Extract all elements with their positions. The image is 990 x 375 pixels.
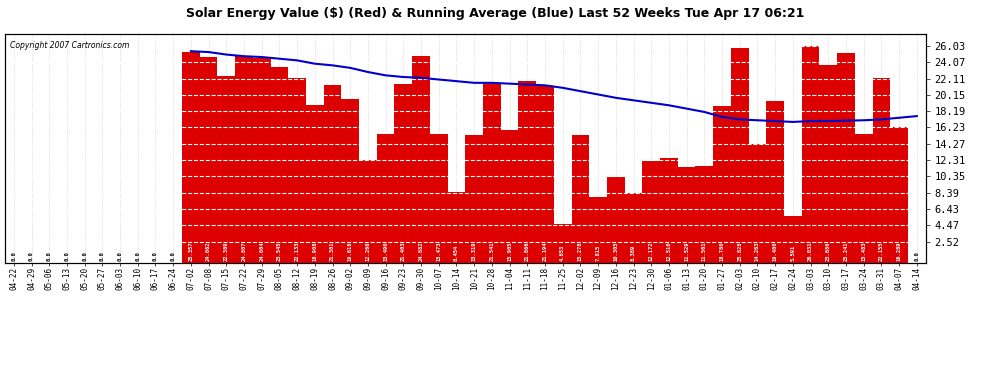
Text: 0.0: 0.0 (82, 251, 87, 261)
Bar (660, 159, 678, 262)
Bar (784, 216, 802, 262)
Bar (748, 144, 766, 262)
Text: 18.908: 18.908 (312, 242, 318, 261)
Bar (890, 127, 908, 262)
Bar (838, 53, 854, 262)
Bar (359, 160, 377, 262)
Text: 8.454: 8.454 (454, 244, 459, 261)
Bar (766, 101, 784, 262)
Text: 12.266: 12.266 (365, 242, 370, 261)
Bar (553, 224, 571, 262)
Text: 0.0: 0.0 (29, 251, 34, 261)
Text: 15.473: 15.473 (437, 242, 442, 261)
Bar (306, 105, 324, 262)
Text: 4.653: 4.653 (560, 244, 565, 261)
Bar (236, 56, 252, 262)
Text: 0.0: 0.0 (11, 251, 16, 261)
Bar (182, 52, 200, 262)
Bar (288, 78, 306, 262)
Bar (501, 130, 519, 262)
Text: 22.133: 22.133 (295, 242, 300, 261)
Text: 15.490: 15.490 (383, 242, 388, 261)
Bar (394, 84, 412, 262)
Text: 15.319: 15.319 (471, 242, 476, 261)
Bar (447, 192, 465, 262)
Bar (731, 48, 748, 262)
Text: 25.241: 25.241 (843, 242, 848, 261)
Bar (820, 66, 838, 262)
Bar (872, 78, 890, 262)
Text: 0.0: 0.0 (170, 251, 175, 261)
Bar (678, 166, 695, 262)
Bar (465, 135, 483, 262)
Text: 23.545: 23.545 (277, 242, 282, 261)
Bar (200, 57, 218, 262)
Text: 12.510: 12.510 (666, 242, 671, 261)
Bar (377, 134, 394, 262)
Bar (713, 106, 731, 262)
Text: 0.0: 0.0 (152, 251, 158, 261)
Bar (342, 99, 359, 262)
Text: 25.357: 25.357 (188, 242, 193, 261)
Text: 15.483: 15.483 (861, 242, 866, 261)
Text: 24.604: 24.604 (259, 242, 264, 261)
Text: 21.403: 21.403 (401, 242, 406, 261)
Text: 11.561: 11.561 (702, 242, 707, 261)
Text: 15.905: 15.905 (507, 242, 512, 261)
Text: 24.807: 24.807 (242, 242, 247, 261)
Text: Copyright 2007 Cartronics.com: Copyright 2007 Cartronics.com (10, 40, 129, 50)
Text: 5.591: 5.591 (790, 244, 795, 261)
Bar (270, 67, 288, 262)
Text: 25.828: 25.828 (738, 242, 742, 261)
Bar (537, 86, 553, 262)
Text: 0.0: 0.0 (118, 251, 123, 261)
Text: 24.882: 24.882 (419, 242, 424, 261)
Text: 10.305: 10.305 (613, 242, 619, 261)
Text: 0.0: 0.0 (100, 251, 105, 261)
Text: 0.0: 0.0 (64, 251, 69, 261)
Text: 21.301: 21.301 (330, 242, 335, 261)
Text: 22.389: 22.389 (224, 242, 229, 261)
Text: 22.155: 22.155 (879, 242, 884, 261)
Bar (430, 134, 447, 262)
Bar (571, 135, 589, 262)
Text: 24.662: 24.662 (206, 242, 211, 261)
Text: 19.618: 19.618 (347, 242, 352, 261)
Bar (643, 161, 660, 262)
Text: 12.172: 12.172 (648, 242, 653, 261)
Bar (589, 198, 607, 262)
Text: 8.389: 8.389 (631, 244, 636, 261)
Bar (854, 134, 872, 262)
Bar (483, 83, 501, 262)
Text: 11.529: 11.529 (684, 242, 689, 261)
Text: 14.263: 14.263 (755, 242, 760, 261)
Bar (218, 76, 236, 262)
Bar (607, 177, 625, 262)
Text: 26.031: 26.031 (808, 242, 813, 261)
Text: Solar Energy Value ($) (Red) & Running Average (Blue) Last 52 Weeks Tue Apr 17 0: Solar Energy Value ($) (Red) & Running A… (186, 8, 804, 21)
Text: 21.194: 21.194 (543, 242, 547, 261)
Bar (324, 86, 342, 262)
Text: 16.289: 16.289 (897, 242, 902, 261)
Text: 21.866: 21.866 (525, 242, 530, 261)
Text: 0.0: 0.0 (136, 251, 141, 261)
Text: 0.0: 0.0 (915, 251, 920, 261)
Text: 0.0: 0.0 (47, 251, 51, 261)
Text: 15.278: 15.278 (578, 242, 583, 261)
Bar (695, 166, 713, 262)
Bar (412, 56, 430, 262)
Bar (519, 81, 537, 262)
Text: 23.686: 23.686 (826, 242, 831, 261)
Text: 19.400: 19.400 (772, 242, 778, 261)
Text: 7.815: 7.815 (596, 244, 601, 261)
Bar (802, 46, 820, 262)
Bar (625, 193, 643, 262)
Bar (252, 58, 270, 262)
Text: 21.541: 21.541 (489, 242, 494, 261)
Text: 18.780: 18.780 (720, 242, 725, 261)
